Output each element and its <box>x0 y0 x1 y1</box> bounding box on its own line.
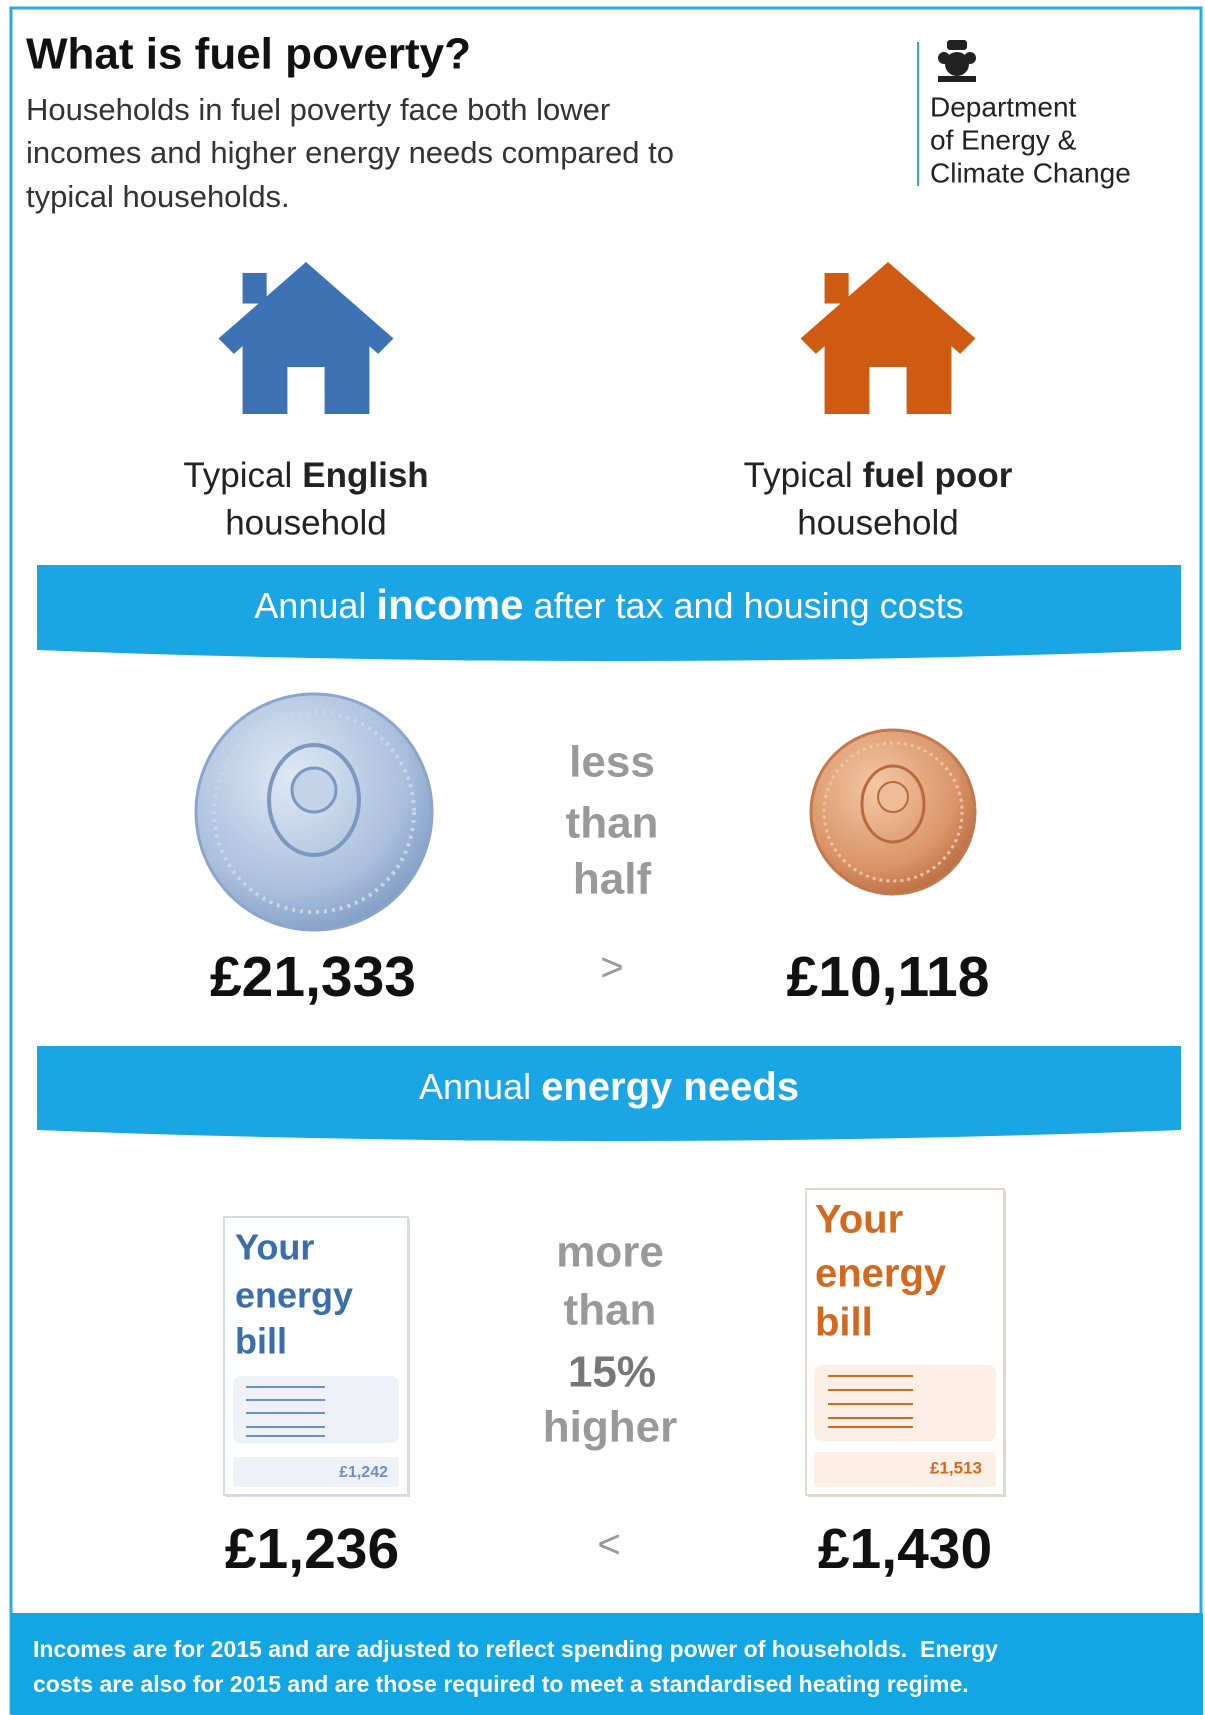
amount: £21,333 <box>210 945 416 1009</box>
label-regular: Typical <box>744 456 853 495</box>
page-body: What is fuel poverty? Households in fuel… <box>0 0 1205 1715</box>
comparison-word: than <box>566 799 659 848</box>
bill-text: energy <box>815 1252 947 1296</box>
footer-line: Incomes are for 2015 and are adjusted to… <box>33 1636 998 1662</box>
footer-band <box>11 1613 1203 1715</box>
house-icon <box>219 262 394 414</box>
bill-text: energy <box>235 1275 353 1316</box>
bill-text: bill <box>235 1321 287 1362</box>
household-label: household <box>797 503 959 542</box>
title: What is fuel poverty? <box>26 30 471 79</box>
banner-bold: income <box>376 581 523 628</box>
bill-amount: £1,242 <box>339 1464 388 1481</box>
amount: £1,236 <box>225 1517 399 1581</box>
banner-regular: Annual <box>419 1066 531 1107</box>
coin-icon <box>811 730 975 894</box>
banner-regular: Annual <box>254 585 366 626</box>
bill-text: Your <box>815 1198 903 1242</box>
crest <box>938 40 976 82</box>
page: What is fuel poverty? {"header": {"title… <box>0 0 1205 1715</box>
banner-rest: after tax and housing costs <box>533 585 963 626</box>
comparison-symbol: < <box>597 1523 620 1567</box>
subtitle-line: Households in fuel poverty face both low… <box>26 92 610 127</box>
amount: £10,118 <box>787 945 990 1009</box>
bill-amount: £1,513 <box>930 1458 982 1477</box>
comparison-word: less <box>569 738 655 787</box>
comparison-word: than <box>564 1286 657 1335</box>
comparison-word: 15% <box>568 1348 656 1397</box>
label-bold: fuel poor <box>863 456 1013 495</box>
household-label: household <box>225 503 387 542</box>
banner-bold: energy needs <box>541 1065 799 1109</box>
infographic: What is fuel poverty? Households in fuel… <box>0 0 1205 1715</box>
label-bold: English <box>302 456 428 495</box>
household-label: Typical fuel poor <box>744 456 1013 495</box>
house-icon <box>801 262 976 414</box>
coin-icon <box>196 694 432 930</box>
subtitle-line: incomes and higher energy needs compared… <box>26 135 674 170</box>
logo-line: Department <box>930 91 1077 122</box>
comparison-word: higher <box>543 1403 677 1452</box>
amount: £1,430 <box>818 1517 992 1581</box>
logo-line: of Energy & <box>930 124 1077 155</box>
comparison-symbol: > <box>600 946 623 990</box>
bill-text: Your <box>235 1227 314 1268</box>
footer-line: costs are also for 2015 and are those re… <box>33 1671 969 1697</box>
label-regular: Typical <box>183 456 292 495</box>
logo-line: Climate Change <box>930 157 1131 188</box>
comparison-word: half <box>573 855 652 904</box>
comparison-word: more <box>556 1228 664 1277</box>
subtitle-line: typical households. <box>26 179 290 214</box>
bill-text: bill <box>815 1301 873 1345</box>
household-label: Typical English <box>183 456 428 495</box>
